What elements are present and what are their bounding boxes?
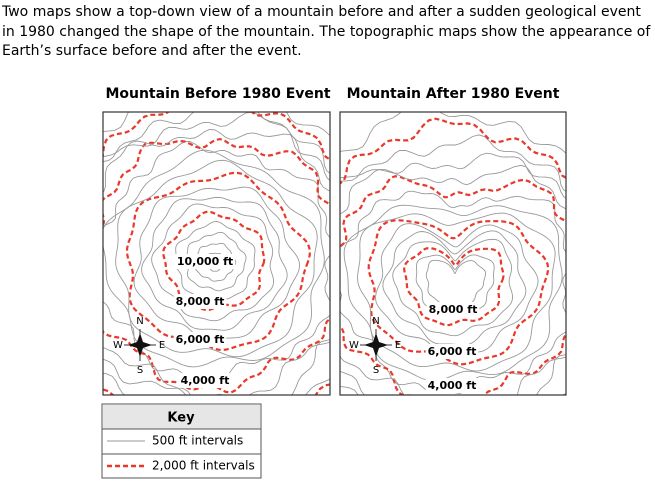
label-bg: [174, 254, 236, 269]
key-title: Key: [167, 411, 195, 426]
contour-label: 8,000 ft: [429, 303, 478, 316]
key-header: [103, 405, 260, 429]
major-contour: [125, 171, 312, 352]
minor-contour: [340, 134, 566, 395]
major-contour: [162, 210, 266, 312]
contours: [103, 112, 330, 395]
minor-contour: [425, 259, 487, 307]
label-bg: [425, 378, 479, 393]
key-row: 500 ft intervals: [152, 434, 243, 448]
labels: 10,000 ft 8,000 ft 6,000 ft 4,000 ft 8,000 f…: [113, 254, 480, 393]
minor-contour: [115, 159, 318, 358]
map-frame: [102, 111, 331, 396]
minor-contour: [382, 230, 527, 346]
minor-contour: [357, 212, 556, 372]
contour-label: 4,000 ft: [181, 374, 230, 387]
compass-e: E: [395, 340, 401, 351]
minor-contour: [141, 196, 288, 331]
major-contour: [340, 175, 566, 395]
minor-contour: [340, 164, 566, 395]
map-title: Mountain Before 1980 Event: [105, 86, 330, 102]
map-title: Mountain After 1980 Event: [347, 86, 560, 102]
minor-contour: [103, 112, 330, 395]
map-frame: [339, 111, 567, 396]
minor-contour: [151, 203, 275, 322]
compass-star: [364, 333, 388, 357]
major-contour: [367, 219, 550, 366]
compass-s: S: [137, 365, 143, 376]
contours: [340, 112, 566, 395]
intro-text: Two maps show a top-down view of a mount…: [2, 4, 651, 59]
minor-contour: [103, 112, 330, 395]
compass-w: W: [113, 340, 123, 351]
minor-contour: [392, 238, 513, 337]
compass-n: N: [372, 316, 379, 327]
contour-label: 6,000 ft: [176, 333, 225, 346]
compass-w: W: [349, 340, 359, 351]
label-bg: [178, 373, 232, 388]
label-bg: [426, 302, 480, 317]
label-bg: [173, 332, 227, 347]
key: Key 500 ft intervals 2,000 ft intervals: [101, 403, 262, 479]
minor-contour: [133, 186, 301, 341]
compass-star: [128, 333, 152, 357]
compass-e: E: [159, 340, 165, 351]
minor-contour: [375, 223, 539, 356]
minor-contour: [340, 152, 566, 395]
contour-label: 6,000 ft: [428, 345, 477, 358]
compass-n: N: [136, 316, 143, 327]
contour-label: 10,000 ft: [177, 255, 233, 268]
contour-label: 8,000 ft: [176, 295, 225, 308]
contour-label: 4,000 ft: [428, 379, 477, 392]
key-row: 2,000 ft intervals: [152, 459, 255, 473]
minor-contour: [343, 204, 563, 382]
major-contour: [403, 247, 505, 327]
minor-contour: [340, 112, 566, 154]
label-bg: [173, 294, 227, 309]
compass-s: S: [373, 365, 379, 376]
label-bg: [425, 344, 479, 359]
minor-contour: [103, 149, 325, 368]
minor-contour: [103, 112, 330, 395]
